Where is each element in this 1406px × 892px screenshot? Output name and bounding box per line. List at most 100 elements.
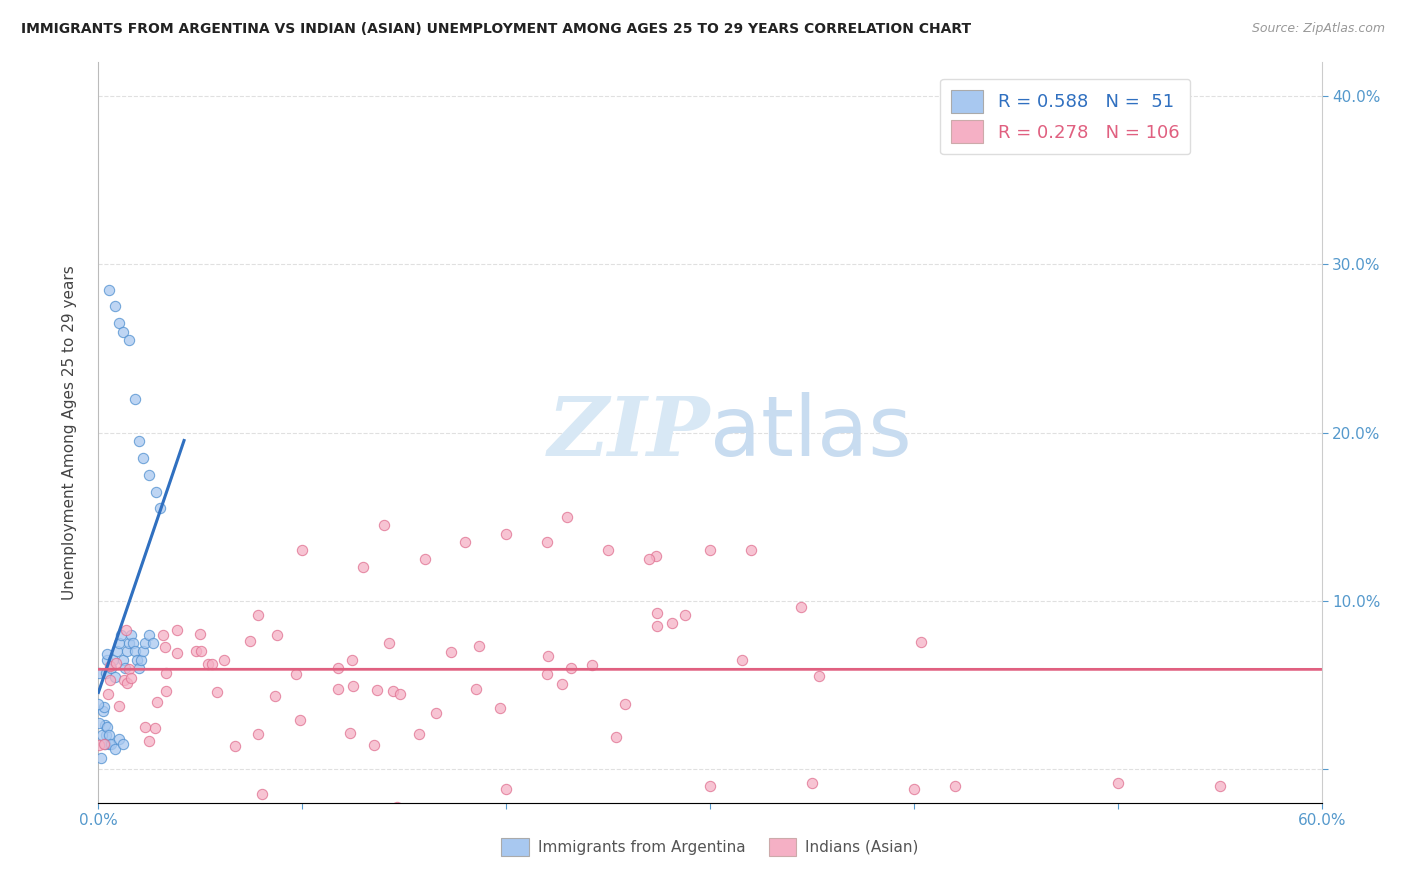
Point bbox=[96, 648, 118, 662]
Point bbox=[145, 721, 167, 735]
Point bbox=[128, 434, 150, 448]
Text: IMMIGRANTS FROM ARGENTINA VS INDIAN (ASIAN) UNEMPLOYMENT AMONG AGES 25 TO 29 YEA: IMMIGRANTS FROM ARGENTINA VS INDIAN (ASI… bbox=[21, 22, 972, 37]
Point bbox=[100, 661, 122, 675]
Point bbox=[149, 501, 172, 516]
Point bbox=[132, 644, 155, 658]
Point bbox=[118, 333, 141, 347]
Point bbox=[699, 543, 721, 558]
Point bbox=[266, 628, 288, 642]
Point bbox=[134, 636, 156, 650]
Point bbox=[263, 690, 285, 704]
Point bbox=[110, 627, 132, 641]
Point bbox=[145, 484, 167, 499]
Point bbox=[388, 687, 411, 701]
Point bbox=[943, 779, 966, 793]
Point bbox=[903, 782, 925, 797]
Point bbox=[537, 648, 560, 663]
Point bbox=[108, 731, 131, 746]
Point bbox=[190, 644, 212, 658]
Point bbox=[201, 657, 224, 672]
Point bbox=[454, 535, 477, 549]
Point bbox=[740, 543, 762, 558]
Point bbox=[645, 619, 668, 633]
Point bbox=[155, 683, 177, 698]
Point bbox=[97, 729, 120, 743]
Point bbox=[699, 779, 721, 793]
Point bbox=[152, 628, 174, 642]
Point bbox=[250, 788, 273, 802]
Point bbox=[1107, 775, 1129, 789]
Point bbox=[363, 739, 385, 753]
Point bbox=[111, 325, 134, 339]
Point bbox=[1209, 779, 1232, 793]
Point bbox=[408, 727, 430, 741]
Point bbox=[129, 653, 152, 667]
Point bbox=[104, 670, 127, 684]
Point bbox=[93, 737, 115, 751]
Point bbox=[104, 300, 127, 314]
Point bbox=[536, 535, 558, 549]
Point bbox=[138, 733, 160, 747]
Point bbox=[342, 679, 364, 693]
Point bbox=[97, 737, 120, 751]
Point bbox=[132, 450, 155, 465]
Point bbox=[104, 742, 127, 756]
Point bbox=[138, 627, 160, 641]
Point bbox=[673, 608, 696, 623]
Point bbox=[96, 653, 118, 667]
Point bbox=[188, 627, 211, 641]
Point bbox=[373, 518, 395, 533]
Point bbox=[536, 667, 558, 681]
Point bbox=[581, 658, 603, 673]
Point bbox=[108, 698, 131, 713]
Point bbox=[644, 549, 666, 564]
Point bbox=[465, 682, 488, 697]
Point bbox=[340, 653, 363, 667]
Point bbox=[613, 697, 636, 711]
Point bbox=[120, 627, 142, 641]
Point bbox=[105, 644, 128, 658]
Text: ZIP: ZIP bbox=[547, 392, 710, 473]
Point bbox=[328, 681, 350, 696]
Point bbox=[637, 551, 661, 566]
Point bbox=[114, 661, 136, 675]
Point bbox=[94, 666, 117, 681]
Point bbox=[100, 737, 122, 751]
Point bbox=[90, 751, 112, 765]
Point bbox=[120, 671, 142, 685]
Point bbox=[352, 560, 374, 574]
Point bbox=[247, 607, 270, 622]
Point bbox=[122, 636, 145, 650]
Point bbox=[118, 662, 141, 676]
Point bbox=[488, 700, 510, 714]
Point bbox=[247, 727, 270, 741]
Point bbox=[326, 661, 349, 675]
Point bbox=[197, 657, 219, 672]
Point bbox=[425, 706, 447, 720]
Point bbox=[339, 726, 361, 740]
Text: Source: ZipAtlas.com: Source: ZipAtlas.com bbox=[1251, 22, 1385, 36]
Point bbox=[377, 635, 399, 649]
Text: atlas: atlas bbox=[710, 392, 911, 473]
Point bbox=[239, 633, 262, 648]
Point bbox=[142, 636, 165, 650]
Point bbox=[98, 673, 121, 687]
Point bbox=[382, 683, 405, 698]
Point bbox=[366, 682, 388, 697]
Point bbox=[495, 782, 517, 797]
Point bbox=[93, 704, 115, 718]
Point bbox=[166, 624, 188, 638]
Point bbox=[128, 661, 150, 675]
Point bbox=[224, 739, 246, 753]
Point bbox=[134, 720, 156, 734]
Point bbox=[560, 660, 582, 674]
Point bbox=[87, 666, 110, 681]
Point bbox=[93, 700, 115, 714]
Point bbox=[385, 799, 408, 814]
Point bbox=[186, 644, 208, 658]
Point bbox=[291, 543, 314, 558]
Point bbox=[790, 600, 813, 615]
Y-axis label: Unemployment Among Ages 25 to 29 years: Unemployment Among Ages 25 to 29 years bbox=[62, 265, 77, 600]
Point bbox=[212, 653, 235, 667]
Point bbox=[166, 646, 188, 660]
